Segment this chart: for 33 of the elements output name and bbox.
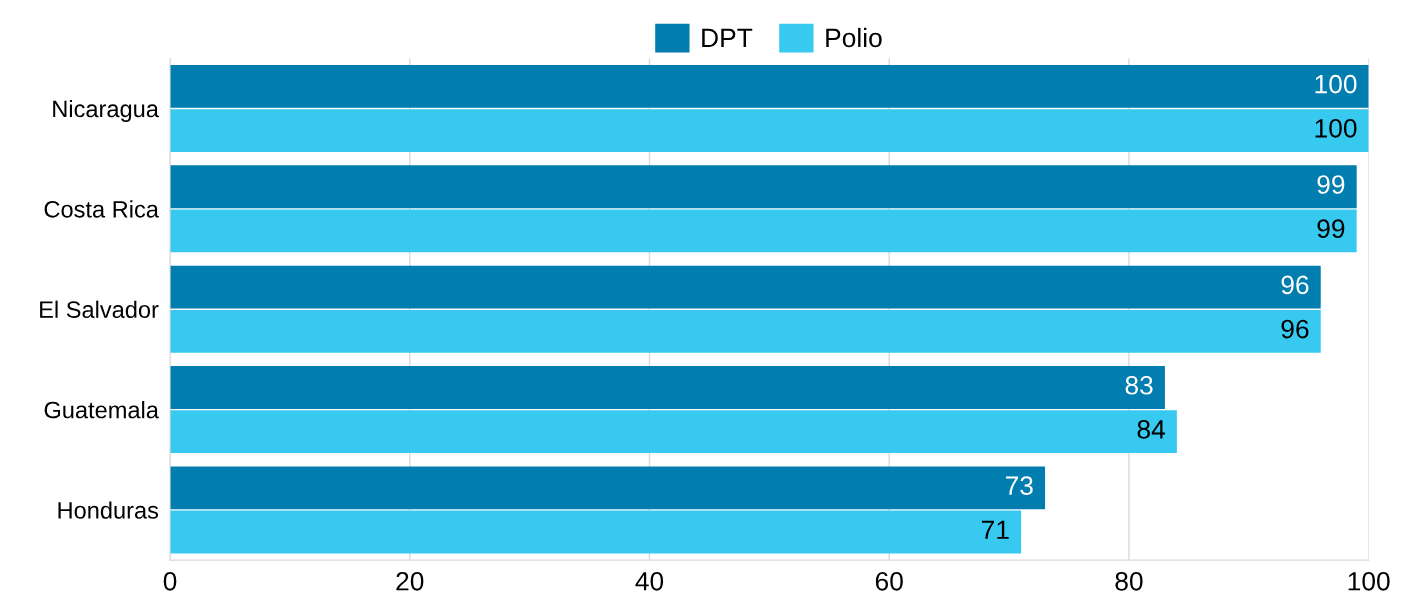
x-tick-label: 40 — [635, 571, 664, 591]
data-label: 96 — [1281, 319, 1309, 339]
bar — [170, 265, 1321, 309]
bar — [170, 366, 1165, 409]
x-tick-label: 80 — [1115, 571, 1143, 591]
data-label: 100 — [1315, 74, 1357, 94]
bar — [170, 209, 1357, 253]
bar — [170, 165, 1357, 209]
x-tick-label: 60 — [875, 571, 903, 591]
y-tick-label: Nicaragua — [53, 99, 159, 122]
y-tick-label: Honduras — [58, 501, 159, 519]
y-tick-label: El Salvador — [40, 300, 159, 318]
data-label: 73 — [1005, 476, 1033, 495]
bar — [170, 510, 1022, 554]
y-tick-label: Costa Rica — [44, 200, 159, 218]
data-label: 99 — [1317, 175, 1345, 194]
bar — [170, 466, 1046, 510]
data-label: 71 — [981, 520, 1009, 539]
legend-label: DPT — [702, 28, 753, 47]
data-label: 99 — [1317, 219, 1345, 239]
data-label: 100 — [1315, 118, 1357, 138]
x-tick-label: 100 — [1348, 571, 1390, 591]
x-tick-label: 20 — [396, 571, 424, 591]
data-label: 83 — [1125, 375, 1153, 395]
x-tick-label: 0 — [163, 571, 177, 591]
bar — [170, 109, 1369, 152]
bar — [170, 309, 1321, 353]
y-tick-label: Guatemala — [44, 401, 159, 419]
bar — [170, 410, 1177, 454]
data-label: 84 — [1137, 420, 1166, 439]
legend-label: Polio — [826, 27, 882, 48]
bar — [170, 64, 1369, 108]
data-label: 96 — [1281, 275, 1309, 295]
